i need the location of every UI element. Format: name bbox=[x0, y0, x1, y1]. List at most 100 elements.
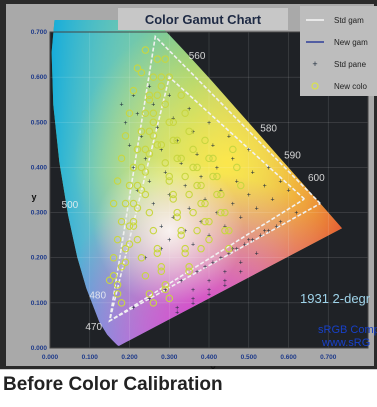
point-std-pane: + bbox=[163, 287, 167, 294]
point-new-colo bbox=[149, 299, 158, 307]
point-std-pane: + bbox=[131, 93, 135, 100]
point-new-colo bbox=[125, 222, 134, 230]
point-new-colo bbox=[137, 163, 146, 172]
legend-label-new-gamut: New gam bbox=[334, 38, 368, 47]
figure-caption: Before Color Calibration bbox=[0, 369, 377, 407]
point-std-pane: + bbox=[191, 287, 195, 294]
point-new-colo bbox=[145, 150, 154, 158]
point-new-colo bbox=[173, 136, 181, 145]
point-std-pane: + bbox=[191, 300, 195, 307]
point-new-colo bbox=[137, 253, 146, 262]
point-std-pane: + bbox=[211, 260, 215, 267]
point-std-pane: + bbox=[151, 102, 155, 109]
point-new-colo bbox=[209, 154, 217, 163]
point-new-colo bbox=[117, 262, 126, 271]
y-tick-label: 0.500 bbox=[31, 119, 48, 126]
point-new-colo bbox=[149, 73, 158, 81]
point-new-colo bbox=[145, 208, 154, 217]
point-std-pane: + bbox=[139, 133, 143, 140]
point-new-colo bbox=[173, 208, 181, 217]
point-new-colo bbox=[149, 109, 158, 118]
point-new-colo bbox=[113, 290, 122, 298]
point-new-colo bbox=[197, 244, 205, 253]
point-std-pane: + bbox=[231, 156, 235, 163]
point-new-colo bbox=[133, 181, 142, 190]
gamut-annotation: 1931 2-degr bbox=[300, 291, 371, 306]
legend-swatch-std-panel: + bbox=[312, 59, 317, 69]
point-std-pane: + bbox=[175, 138, 179, 145]
footer-text-1: sRGB Comp bbox=[318, 324, 377, 336]
point-new-colo bbox=[165, 118, 174, 127]
chart-title: Color Gamut Chart bbox=[145, 12, 262, 27]
point-new-colo bbox=[125, 109, 134, 118]
point-std-pane: + bbox=[227, 133, 231, 140]
point-std-pane: + bbox=[227, 251, 231, 258]
point-std-pane: + bbox=[275, 224, 279, 231]
point-new-colo bbox=[213, 172, 221, 181]
x-tick-label: 0.500 bbox=[241, 354, 258, 361]
point-std-pane: + bbox=[195, 269, 199, 276]
point-new-colo bbox=[117, 299, 126, 307]
point-std-pane: + bbox=[219, 255, 223, 262]
y-tick-label: 0.200 bbox=[31, 255, 48, 262]
wavelength-label: 560 bbox=[189, 51, 206, 62]
wavelength-labels: 560 580 590 600 500 480 470 bbox=[62, 51, 326, 333]
point-new-colo bbox=[153, 91, 162, 99]
point-new-colo bbox=[201, 217, 209, 226]
point-new-colo bbox=[137, 127, 146, 136]
point-new-colo bbox=[157, 141, 166, 149]
point-new-colo bbox=[229, 145, 237, 154]
wavelength-label: 600 bbox=[308, 173, 325, 184]
point-new-colo bbox=[185, 127, 193, 136]
point-std-pane: + bbox=[223, 282, 227, 289]
x-axis-ticks: 0.000 0.100 0.200 0.300 0.400 0.500 0.600 0.700 bbox=[42, 354, 337, 361]
title-bar bbox=[118, 8, 288, 30]
point-std-pane: + bbox=[263, 228, 267, 235]
point-std-pane: + bbox=[239, 260, 243, 267]
point-std-pane: + bbox=[163, 169, 167, 176]
point-new-colo bbox=[177, 91, 185, 99]
point-std-pane: + bbox=[151, 201, 155, 208]
point-std-pane: + bbox=[207, 120, 211, 127]
y-tick-label: 0.300 bbox=[31, 210, 48, 217]
point-std-pane: + bbox=[147, 296, 151, 303]
legend-swatch-new-color bbox=[311, 82, 319, 90]
point-new-colo bbox=[161, 100, 170, 108]
point-new-colo bbox=[185, 262, 193, 271]
legend: Std gam New gam + Std pane New colo bbox=[300, 6, 377, 96]
point-std-pane: + bbox=[279, 219, 283, 226]
wavelength-label: 480 bbox=[89, 290, 106, 301]
color-gamut-chart: 0.000 0.100 0.200 0.300 0.400 0.500 0.600 0.700… bbox=[0, 0, 377, 370]
point-new-colo bbox=[109, 253, 118, 262]
point-new-colo bbox=[197, 181, 205, 190]
point-std-pane: + bbox=[131, 305, 135, 312]
point-std-pane: + bbox=[294, 210, 298, 217]
y-tick-label: 0.400 bbox=[31, 164, 48, 171]
point-new-colo bbox=[173, 213, 181, 221]
point-std-pane: + bbox=[147, 178, 151, 185]
point-std-pane: + bbox=[179, 278, 183, 285]
legend-box bbox=[300, 6, 377, 96]
point-std-pane: + bbox=[286, 188, 290, 195]
point-std-pane: + bbox=[143, 255, 147, 262]
point-std-pane: + bbox=[195, 151, 199, 158]
point-new-colo bbox=[181, 244, 189, 253]
point-new-colo bbox=[165, 177, 174, 185]
point-new-colo bbox=[129, 217, 138, 226]
point-new-colo bbox=[149, 118, 158, 127]
point-std-pane: + bbox=[251, 169, 255, 176]
point-new-colo bbox=[205, 217, 213, 226]
point-new-colo bbox=[129, 163, 138, 172]
x-tick-label: 0.200 bbox=[121, 354, 138, 361]
point-new-colo bbox=[189, 208, 197, 217]
point-std-pane: + bbox=[211, 142, 215, 149]
point-new-colo bbox=[137, 186, 146, 194]
point-new-colo bbox=[185, 267, 193, 276]
point-new-colo bbox=[217, 208, 225, 217]
wavelength-label: 590 bbox=[284, 150, 301, 161]
point-std-pane: + bbox=[247, 192, 251, 199]
point-new-colo bbox=[133, 64, 142, 72]
point-new-colo bbox=[165, 73, 174, 81]
point-new-colo bbox=[137, 68, 146, 77]
y-axis-ticks: 0.000 0.100 0.200 0.300 0.400 0.500 0.600 0.700 bbox=[31, 29, 48, 352]
